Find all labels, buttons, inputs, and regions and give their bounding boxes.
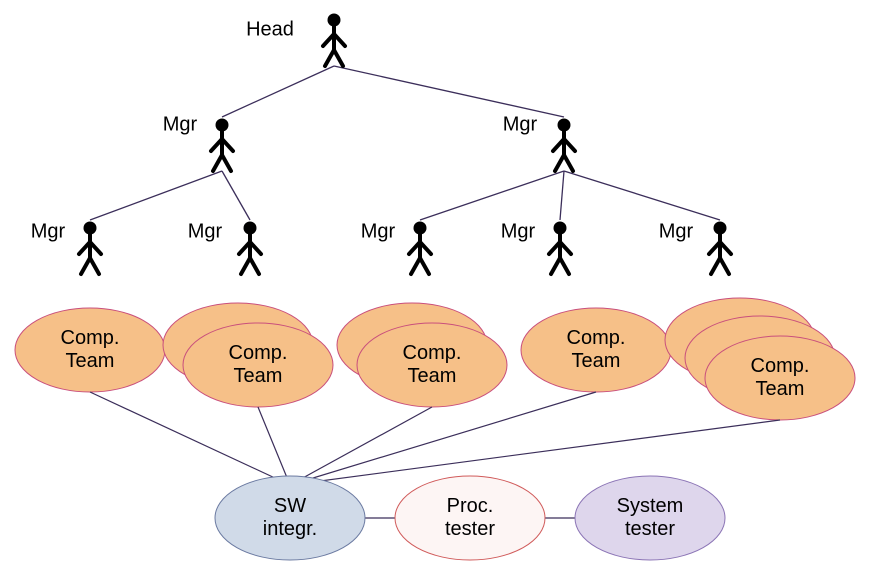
tree-edge (560, 171, 564, 220)
tree-edge (420, 171, 564, 220)
tree-edge (222, 66, 334, 117)
person-icon (79, 222, 101, 275)
person-icon (323, 14, 345, 67)
tree-edge (222, 171, 250, 220)
tree-edge (334, 66, 564, 117)
person-icon (239, 222, 261, 275)
figure-label: Mgr (503, 114, 537, 137)
team-label: Comp. Team (229, 342, 288, 388)
team-label: Comp. Team (61, 327, 120, 373)
tree-edge (564, 171, 720, 220)
team-label: Comp. Team (403, 342, 462, 388)
figure-label: Head (246, 19, 294, 42)
person-icon (709, 222, 731, 275)
person-icon (549, 222, 571, 275)
role-label: SW integr. (263, 495, 317, 541)
figure-label: Mgr (188, 221, 222, 244)
role-label: Proc. tester (445, 495, 495, 541)
person-icon (211, 119, 233, 172)
figure-label: Mgr (31, 221, 65, 244)
figure-label: Mgr (659, 221, 693, 244)
hub-edge (290, 420, 780, 485)
role-label: System tester (617, 495, 684, 541)
hub-edge (258, 407, 290, 485)
team-label: Comp. Team (567, 327, 626, 373)
hub-edge (290, 407, 432, 485)
org-diagram: Head Mgr Mgr Mgr Mgr Mgr Mgr Mgr Comp. Team Comp.… (0, 0, 892, 585)
person-icon (553, 119, 575, 172)
figure-label: Mgr (361, 221, 395, 244)
figure-label: Mgr (163, 114, 197, 137)
figure-label: Mgr (501, 221, 535, 244)
person-icon (409, 222, 431, 275)
tree-edge (90, 171, 222, 220)
team-label: Comp. Team (751, 355, 810, 401)
